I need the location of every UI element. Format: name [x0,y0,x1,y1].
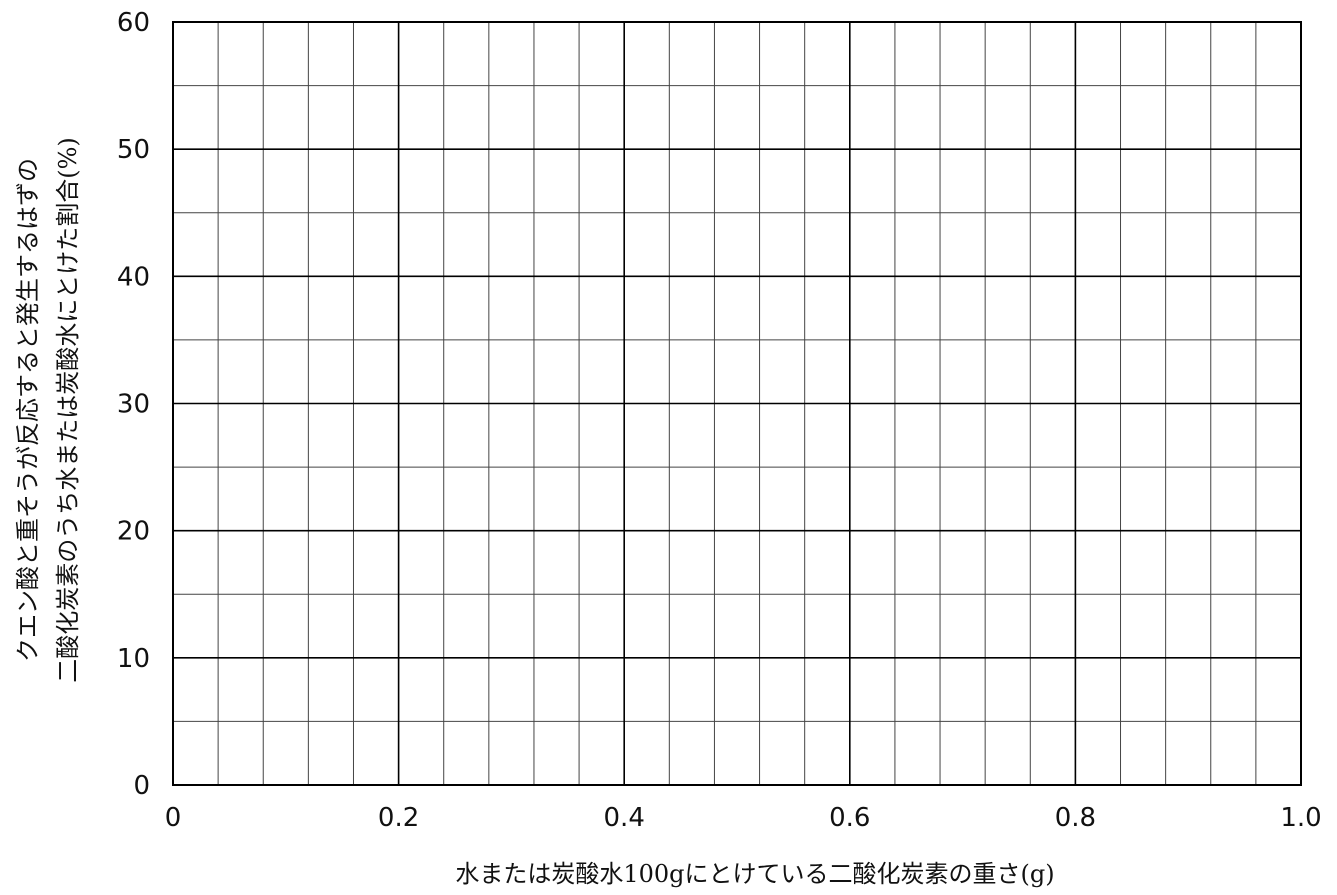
x-tick-label: 0.8 [1055,803,1096,833]
y-tick-label: 40 [117,262,150,292]
y-tick-label: 10 [117,644,150,674]
y-tick-label: 20 [117,517,150,547]
x-tick-labels: 0 0.2 0.4 0.6 0.8 1.0 [165,803,1322,833]
x-tick-label: 0 [165,803,182,833]
x-axis-title: 水または炭酸水100gにとけている二酸化炭素の重さ(g) [455,860,1054,888]
x-tick-label: 0.4 [604,803,645,833]
y-tick-labels: 0 10 20 30 40 50 60 [117,8,150,801]
y-tick-label: 60 [117,8,150,38]
y-axis-title-line1: クエン酸と重そうが反応すると発生するはずの [14,158,42,662]
y-tick-label: 30 [117,390,150,420]
major-grid [172,21,1302,786]
y-tick-label: 50 [117,135,150,165]
x-tick-label: 0.2 [378,803,419,833]
x-tick-label: 1.0 [1280,803,1321,833]
x-tick-label: 0.6 [829,803,870,833]
plot-frame [172,21,1302,786]
y-tick-label: 0 [133,771,150,801]
y-axis-title-line2: 二酸化炭素のうち水または炭酸水にとけた割合(%) [54,137,82,683]
